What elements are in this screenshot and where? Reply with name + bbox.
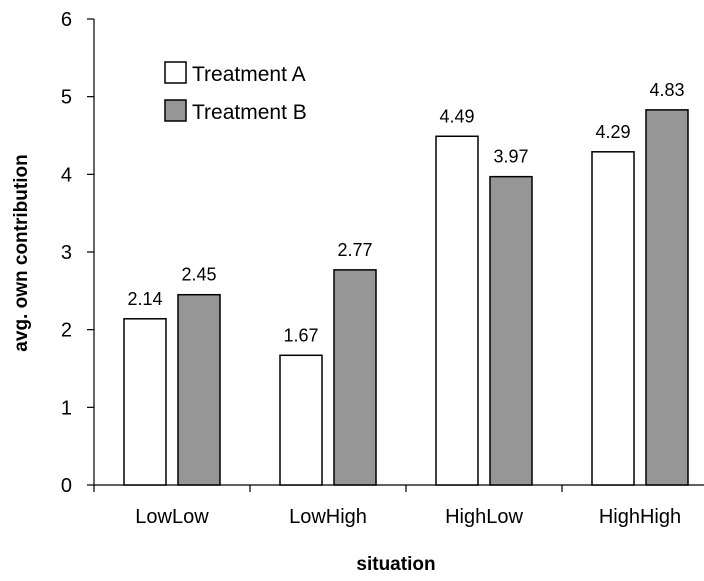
y-tick-label: 0	[61, 475, 72, 497]
y-tick-label: 4	[61, 164, 72, 186]
x-category-label: HighLow	[445, 506, 523, 528]
bar-treatment-b	[489, 175, 533, 486]
x-category-label: LowHigh	[289, 506, 367, 528]
bar-treatment-b	[333, 269, 377, 486]
data-label: 4.49	[439, 106, 474, 126]
data-label: 4.83	[649, 80, 684, 100]
y-tick-label: 6	[61, 9, 72, 31]
legend-label: Treatment A	[192, 63, 306, 86]
legend-swatch	[164, 61, 187, 84]
legend-label: Treatment B	[192, 101, 307, 124]
x-category-label: LowLow	[135, 506, 209, 528]
bar-treatment-b	[177, 293, 221, 486]
data-label: 4.29	[595, 122, 630, 142]
data-label: 2.14	[127, 289, 162, 309]
data-label: 2.77	[337, 240, 372, 260]
bar-treatment-a	[435, 135, 479, 486]
bar-treatment-a	[591, 151, 635, 486]
bar-treatment-a	[123, 318, 167, 486]
data-label: 3.97	[493, 147, 528, 167]
x-axis-title: situation	[356, 554, 435, 575]
x-category-label: HighHigh	[599, 506, 681, 528]
y-tick-label: 2	[61, 320, 72, 342]
legend-swatch	[164, 99, 187, 122]
bar-treatment-b	[645, 109, 689, 486]
y-tick-label: 3	[61, 242, 72, 264]
data-label: 2.45	[181, 265, 216, 285]
y-axis-title: avg. own contribution	[11, 154, 32, 351]
y-tick-label: 1	[61, 397, 72, 419]
data-label: 1.67	[283, 325, 318, 345]
plot-area: 0 1 2 3 4 5 6 2.14 2.45 LowLow 1.67 2.77 LowHigh 4.49…	[61, 9, 704, 528]
y-tick-label: 5	[61, 87, 72, 109]
bar-treatment-a	[279, 354, 323, 486]
